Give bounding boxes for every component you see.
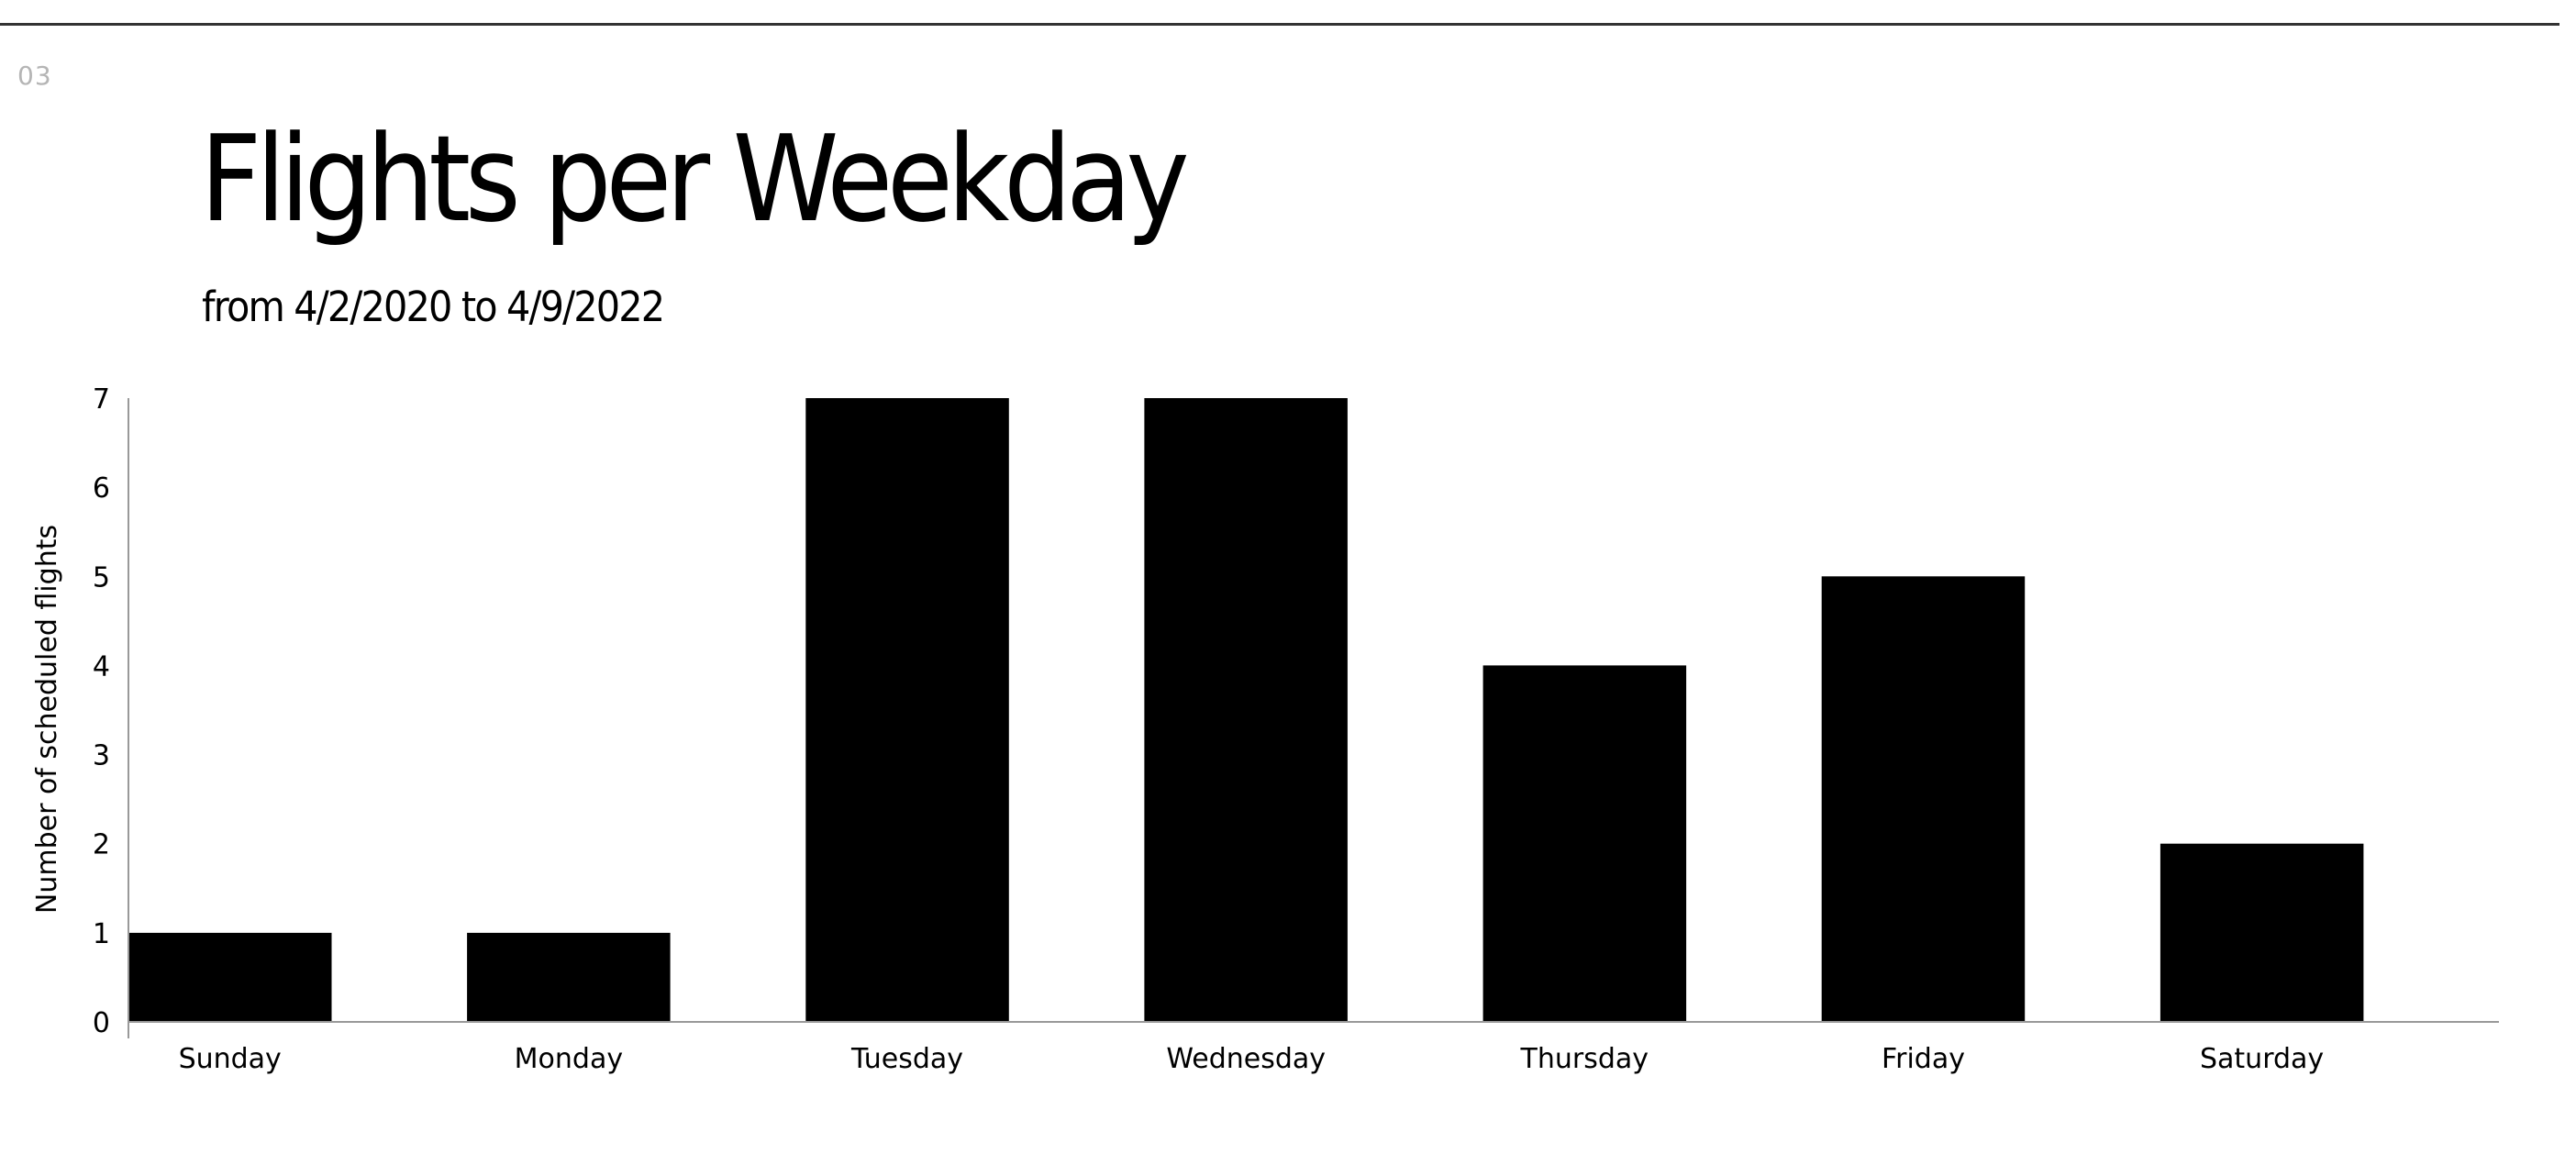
y-tick-label: 2	[93, 829, 110, 861]
y-tick-label: 0	[93, 1007, 110, 1039]
y-tick-label: 1	[93, 918, 110, 950]
y-tick-label: 6	[93, 472, 110, 505]
y-tick-labels: 0 1 2 3 4 5 6 7	[93, 383, 110, 1039]
y-tick-label: 4	[93, 650, 110, 682]
x-tick-label: Monday	[515, 1043, 623, 1075]
top-rule	[0, 23, 2559, 26]
bar-sunday	[128, 932, 332, 1022]
bar-wednesday	[1144, 398, 1348, 1022]
page-number: 03	[17, 61, 52, 91]
bar-friday	[1821, 576, 2026, 1022]
x-tick-label: Thursday	[1520, 1043, 1649, 1075]
y-tick-label: 7	[93, 383, 110, 416]
chart-subtitle: from 4/2/2020 to 4/9/2022	[202, 283, 665, 331]
x-tick-label: Sunday	[179, 1043, 282, 1075]
x-tick-label: Wednesday	[1166, 1043, 1326, 1075]
x-tick-label: Friday	[1882, 1043, 1965, 1075]
x-tick-label: Saturday	[2200, 1043, 2324, 1075]
bar-saturday	[2160, 843, 2364, 1022]
x-tick-label: Tuesday	[850, 1043, 963, 1075]
chart-title: Flights per Weekday	[200, 109, 1190, 249]
bar-tuesday	[805, 398, 1009, 1022]
y-tick-label: 3	[93, 740, 110, 772]
y-tick-label: 5	[93, 561, 110, 594]
bar-monday	[467, 932, 671, 1022]
y-axis-title: Number of scheduled flights	[31, 525, 63, 914]
bars-layer	[128, 398, 2364, 1022]
bar-thursday	[1482, 665, 1687, 1022]
x-tick-labels: Sunday Monday Tuesday Wednesday Thursday Frid…	[179, 1043, 2325, 1075]
